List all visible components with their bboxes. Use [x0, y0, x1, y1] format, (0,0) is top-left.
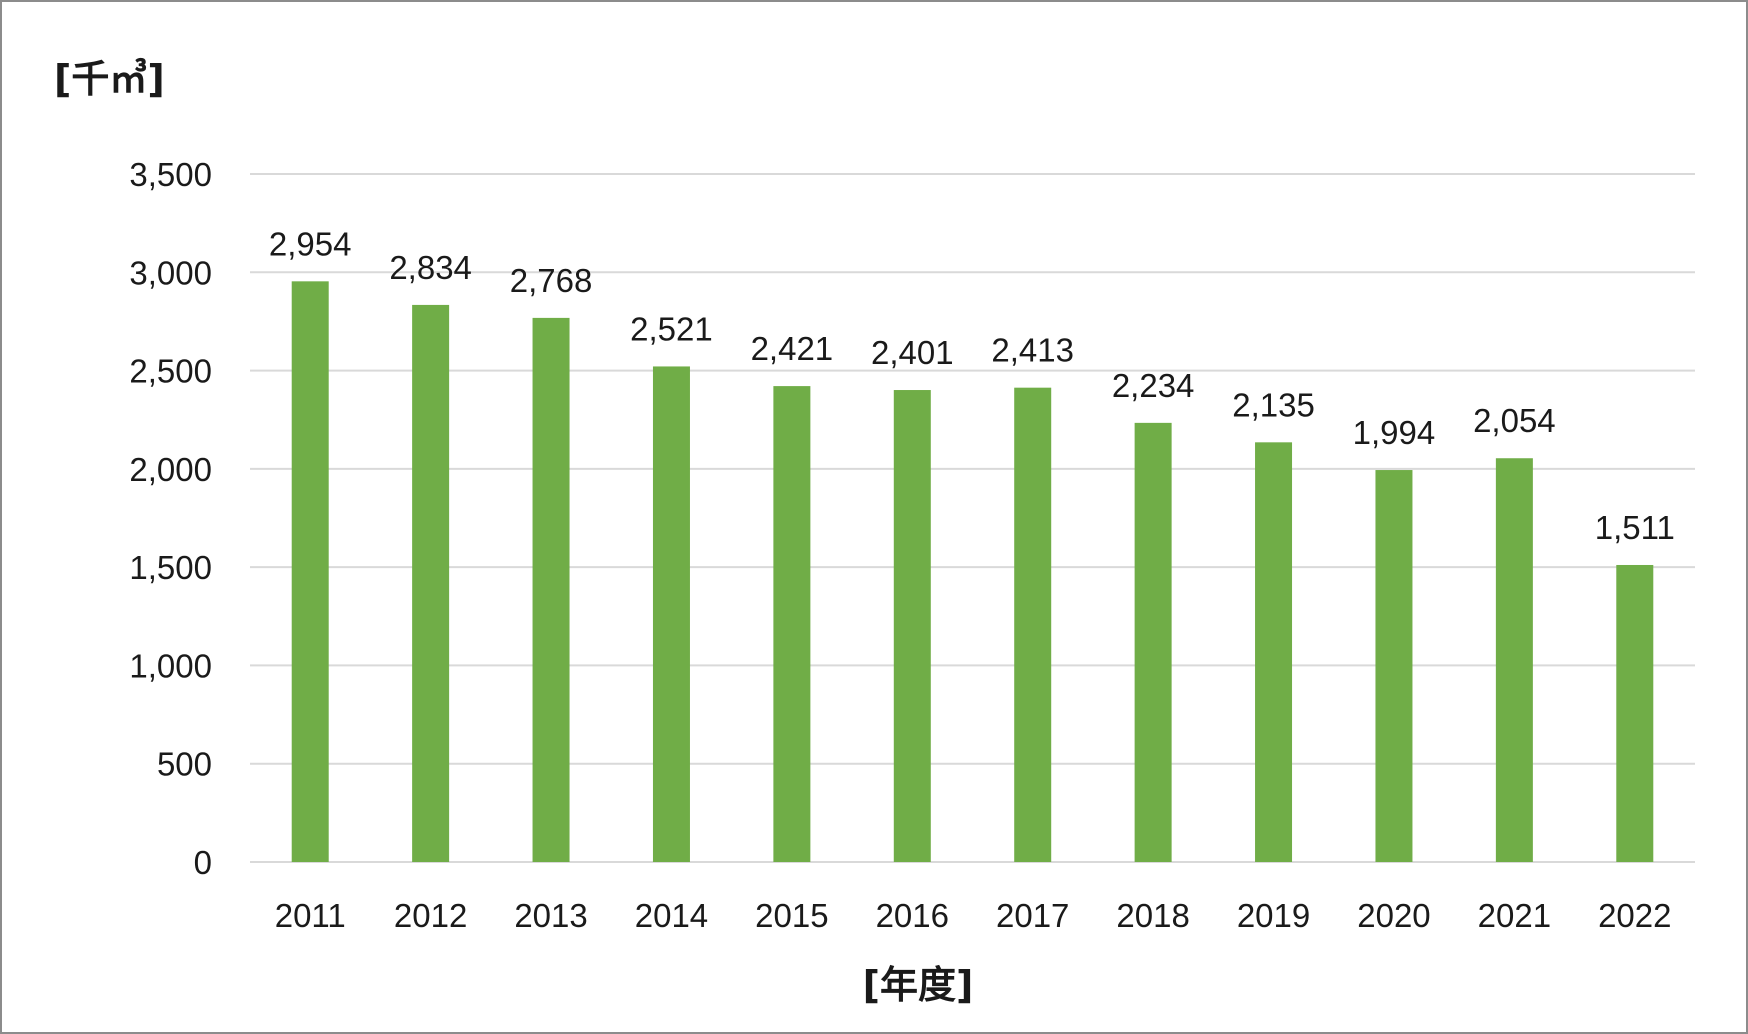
y-tick-label: 1,000: [129, 647, 212, 684]
y-tick-label: 500: [157, 746, 212, 783]
data-label-2020: 1,994: [1353, 414, 1436, 451]
data-labels: 2,954 2,834 2,768 2,521 2,421 2,401 2,413 2,234…: [269, 225, 1675, 546]
bar-2016: [893, 390, 931, 862]
bars: [291, 281, 1654, 863]
bar-2017: [1014, 387, 1052, 862]
bar-2014: [652, 366, 690, 862]
bar-2018: [1134, 422, 1172, 862]
x-tick-label: 2021: [1478, 897, 1551, 934]
x-tick-label: 2019: [1237, 897, 1310, 934]
bar-2020: [1375, 470, 1413, 862]
x-axis-ticks: 2011 2012 2013 2014 2015 2016 2017 2018 2019 2020…: [275, 897, 1672, 934]
data-label-2013: 2,768: [510, 262, 593, 299]
bar-2012: [412, 304, 450, 862]
data-label-2014: 2,521: [630, 310, 713, 347]
x-tick-label: 2013: [514, 897, 587, 934]
data-label-2022: 1,511: [1595, 509, 1675, 546]
y-tick-label: 3,000: [129, 254, 212, 291]
y-axis-title: [千㎥]: [54, 57, 165, 101]
x-axis-title: [年度]: [863, 963, 974, 1007]
x-tick-label: 2016: [876, 897, 949, 934]
gridlines: [250, 173, 1695, 863]
x-tick-label: 2020: [1357, 897, 1430, 934]
data-label-2019: 2,135: [1232, 386, 1315, 423]
y-tick-label: 3,500: [129, 156, 212, 193]
x-tick-label: 2018: [1116, 897, 1189, 934]
y-tick-label: 2,000: [129, 451, 212, 488]
bar-2021: [1495, 458, 1533, 862]
x-tick-label: 2011: [275, 897, 346, 934]
data-label-2016: 2,401: [871, 334, 954, 371]
data-label-2011: 2,954: [269, 225, 352, 262]
bar-2015: [773, 386, 811, 862]
x-tick-label: 2015: [755, 897, 828, 934]
y-tick-label: 1,500: [129, 549, 212, 586]
bar-2013: [532, 317, 570, 863]
data-label-2018: 2,234: [1112, 367, 1195, 404]
data-label-2017: 2,413: [991, 332, 1074, 369]
x-tick-label: 2012: [394, 897, 467, 934]
y-axis-ticks: 0 500 1,000 1,500 2,000 2,500 3,000 3,500: [129, 156, 212, 881]
x-tick-label: 2017: [996, 897, 1069, 934]
bar-2019: [1255, 442, 1293, 862]
bar-2011: [291, 281, 329, 862]
bar-2022: [1616, 564, 1654, 862]
data-label-2012: 2,834: [389, 249, 472, 286]
data-label-2021: 2,054: [1473, 402, 1556, 439]
x-tick-label: 2022: [1598, 897, 1671, 934]
x-tick-label: 2014: [635, 897, 708, 934]
y-tick-label: 0: [194, 844, 212, 881]
data-label-2015: 2,421: [751, 330, 834, 367]
y-tick-label: 2,500: [129, 353, 212, 390]
